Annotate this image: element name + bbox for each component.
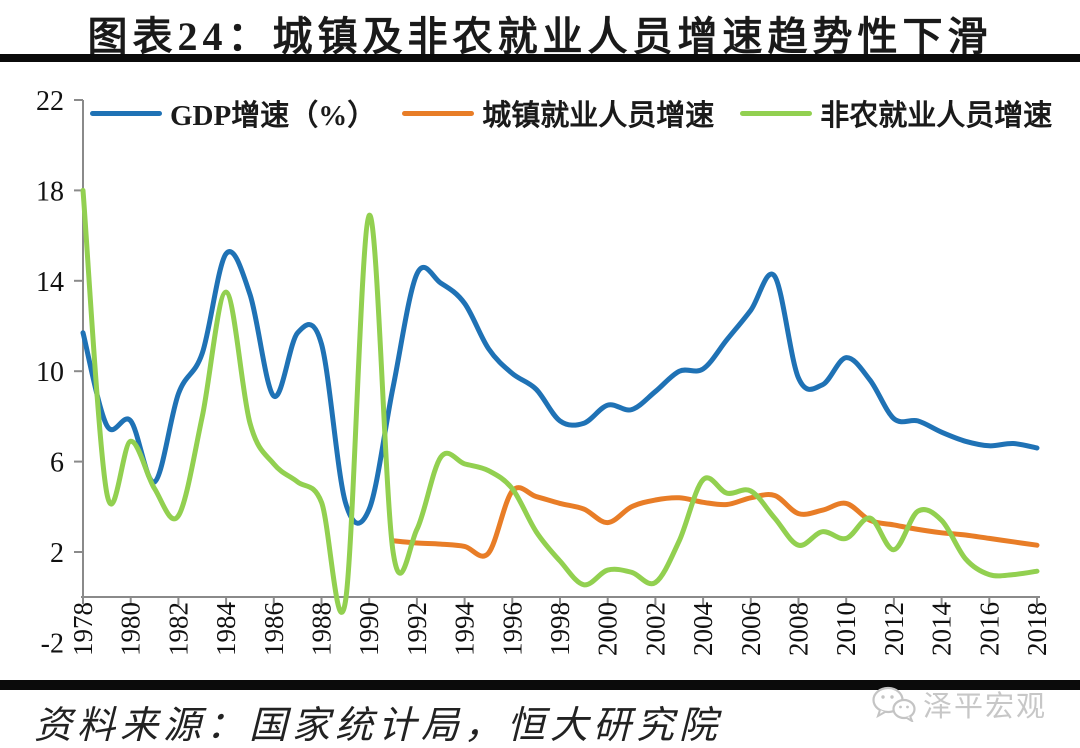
legend-label-nonfarm: 非农就业人员增速 <box>820 100 1053 132</box>
source-note: 资料来源：国家统计局，恒大研究院 <box>34 705 723 747</box>
x-tick-label: 2016 <box>974 602 1004 656</box>
y-tick-label: 18 <box>36 176 64 207</box>
legend-line-urban <box>402 110 475 116</box>
x-tick-label: 2002 <box>640 602 670 656</box>
wechat-icon <box>872 686 916 722</box>
divider-bar-top <box>0 54 1080 62</box>
series-line-nonfarm <box>80 187 1040 615</box>
x-tick-label: 1996 <box>497 602 527 656</box>
watermark: 泽平宏观 <box>871 683 1047 725</box>
x-tick-label: 2014 <box>927 602 957 657</box>
x-tick-label: 1992 <box>402 602 432 656</box>
x-tick-label: 2010 <box>831 602 861 656</box>
legend: GDP增速（%） 城镇就业人员增速 非农就业人员增速 <box>90 92 1078 134</box>
legend-label-gdp: GDP增速（%） <box>170 100 377 132</box>
x-tick-label: 2008 <box>784 602 814 656</box>
x-tick-label: 2004 <box>688 602 718 657</box>
x-tick-label: 1984 <box>211 602 241 657</box>
divider-bar-bottom <box>0 680 1080 690</box>
x-tick-label: 1988 <box>307 602 337 656</box>
x-tick-label: 1986 <box>259 602 289 656</box>
x-tick-label: 1982 <box>163 602 193 656</box>
x-tick-label: 1978 <box>68 602 98 656</box>
y-tick-label: 10 <box>36 357 64 388</box>
legend-line-gdp <box>90 110 162 116</box>
y-tick-label: -2 <box>41 628 64 659</box>
x-tick-label: 1980 <box>116 602 146 656</box>
x-tick-label: 2006 <box>736 602 766 656</box>
series-line-urban <box>390 485 1040 559</box>
legend-item-nonfarm: 非农就业人员增速 <box>740 92 1052 134</box>
y-tick-label: 14 <box>36 267 64 298</box>
series-line-gdp <box>80 249 1040 526</box>
y-tick-label: 22 <box>36 86 64 117</box>
x-tick-label: 1998 <box>545 602 575 656</box>
x-tick-label: 1994 <box>450 602 480 657</box>
legend-label-urban: 城镇就业人员增速 <box>482 100 715 132</box>
chart-title: 图表24：城镇及非农就业人员增速趋势性下滑 <box>87 14 993 59</box>
x-tick-label: 2018 <box>1022 602 1052 656</box>
y-tick-label: 2 <box>50 538 64 569</box>
x-tick-label: 1990 <box>354 602 384 656</box>
legend-item-gdp: GDP增速（%） <box>90 92 376 134</box>
x-tick-label: 2000 <box>593 602 623 656</box>
legend-line-nonfarm <box>740 110 813 116</box>
y-tick-label: 6 <box>50 448 64 479</box>
x-tick-label: 2012 <box>879 602 909 656</box>
watermark-label: 泽平宏观 <box>922 691 1047 723</box>
legend-item-urban: 城镇就业人员增速 <box>402 92 714 134</box>
